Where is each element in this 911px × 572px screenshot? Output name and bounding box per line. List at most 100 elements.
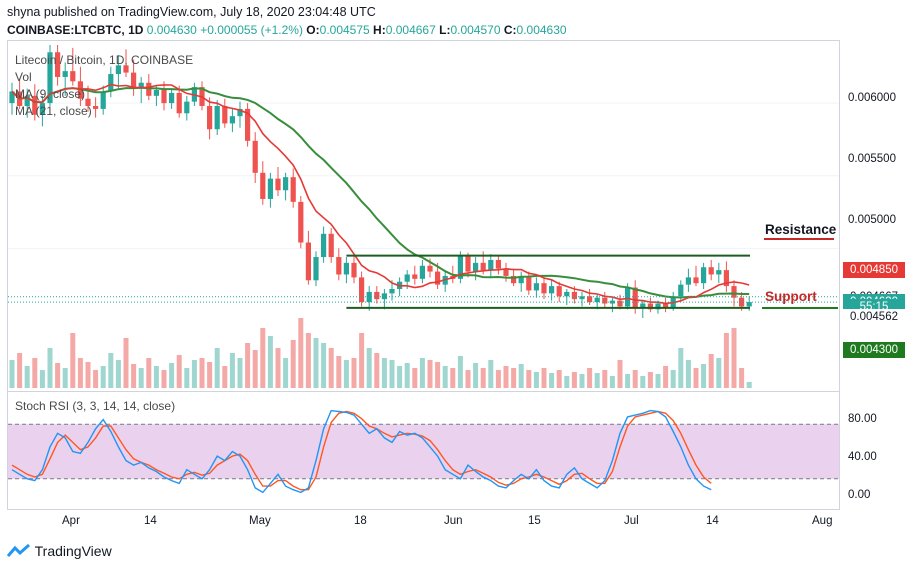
volume-bar (571, 372, 577, 388)
candle-body (602, 297, 608, 304)
candle-body (678, 284, 684, 297)
volume-bar (564, 376, 570, 388)
volume-bar (511, 368, 517, 388)
volume-bar (229, 353, 235, 388)
candle-body (70, 71, 76, 82)
candle-body (131, 72, 137, 89)
candle-body (275, 178, 281, 191)
candle-body (480, 262, 486, 271)
volume-bar (731, 328, 737, 388)
main-chart-pane[interactable] (7, 40, 840, 391)
close-label: C: (503, 23, 517, 37)
time-tick: 18 (354, 515, 367, 527)
volume-bar (389, 360, 395, 388)
candle-body (351, 262, 357, 278)
candle-body (708, 267, 714, 275)
candle-body (153, 90, 159, 96)
price-tick: 0.005500 (848, 153, 896, 165)
volume-bar (275, 348, 281, 388)
volume-bar (526, 370, 532, 388)
candle-body (701, 267, 707, 284)
ohlc-bar: COINBASE:LTCBTC, 1D 0.004630 +0.000055 (… (7, 23, 567, 37)
volume-bar (374, 353, 380, 388)
candle-body (556, 286, 562, 297)
volume-bar (419, 358, 425, 388)
rsi-tick: 80.00 (848, 413, 877, 425)
candle-body (336, 257, 342, 275)
candle-body (564, 291, 570, 297)
volume-bar (404, 363, 410, 388)
time-tick: Jul (624, 515, 639, 527)
price-tick: 0.005000 (848, 214, 896, 226)
candle-body (632, 287, 638, 308)
volume-bar (587, 368, 593, 388)
volume-bar (465, 370, 471, 388)
volume-bar (518, 364, 524, 388)
volume-bar (328, 348, 334, 388)
volume-bar (473, 363, 479, 388)
legend-stoch-rsi: Stoch RSI (3, 3, 14, 14, close) (15, 399, 176, 413)
stoch-rsi-d-line (11, 410, 712, 491)
volume-bar (351, 358, 357, 388)
rsi-tick: 0.00 (848, 489, 871, 501)
candle-body (252, 140, 258, 173)
candle-body (511, 275, 517, 284)
open-value: 0.004575 (319, 23, 370, 37)
volume-bar (609, 376, 615, 388)
volume-bar (283, 358, 289, 388)
volume-bar (549, 373, 555, 388)
time-tick: Apr (62, 515, 80, 527)
candle-body (62, 71, 68, 77)
candle-body (419, 265, 425, 279)
candle-body (435, 271, 441, 285)
volume-bar (625, 374, 631, 388)
resistance-label: Resistance (765, 222, 837, 237)
candle-body (184, 101, 190, 114)
ma9-line (11, 83, 750, 305)
volume-bar (290, 340, 296, 388)
volume-bar (594, 373, 600, 388)
last-price: 0.004630 (146, 23, 197, 37)
volume-bar (427, 360, 433, 388)
tradingview-footer[interactable]: TradingView (6, 543, 112, 561)
volume-bar (93, 370, 99, 388)
volume-bar (617, 360, 623, 388)
volume-bar (245, 343, 251, 388)
volume-bar (184, 368, 190, 388)
volume-bar (442, 366, 448, 388)
volume-bar (313, 338, 319, 388)
volume-bar (161, 370, 167, 388)
volume-bar (237, 358, 243, 388)
time-tick: Jun (444, 515, 463, 527)
high-label: H: (373, 23, 386, 37)
volume-bar (541, 368, 547, 388)
price-change: +0.000055 (+1.2%) (200, 23, 303, 37)
candle-body (245, 108, 251, 141)
candle-body (663, 303, 669, 308)
candle-body (541, 283, 547, 294)
volume-bar (457, 356, 463, 388)
low-value: 0.004570 (450, 23, 501, 37)
candle-body (389, 289, 395, 294)
legend-title: Litecoin / Bitcoin, 1D, COINBASE (15, 53, 194, 67)
candle-body (427, 265, 433, 272)
volume-bar (55, 363, 61, 388)
stoch-rsi-k-line (11, 409, 712, 494)
candle-body (693, 277, 699, 284)
volume-bar (739, 368, 745, 388)
chart-canvas[interactable] (0, 0, 911, 540)
candle-body (328, 233, 334, 258)
candle-body (32, 95, 38, 115)
volume-bar (678, 348, 684, 388)
volume-bar (716, 358, 722, 388)
candle-body (169, 92, 175, 104)
candle-body (47, 52, 53, 104)
rsi-band (8, 424, 839, 479)
candle-body (685, 277, 691, 285)
candle-body (739, 297, 745, 307)
volume-bar (663, 366, 669, 388)
volume-bar (533, 372, 539, 388)
candle-body (594, 297, 600, 303)
stoch-rsi-pane[interactable] (7, 391, 840, 510)
time-tick: May (249, 515, 271, 527)
